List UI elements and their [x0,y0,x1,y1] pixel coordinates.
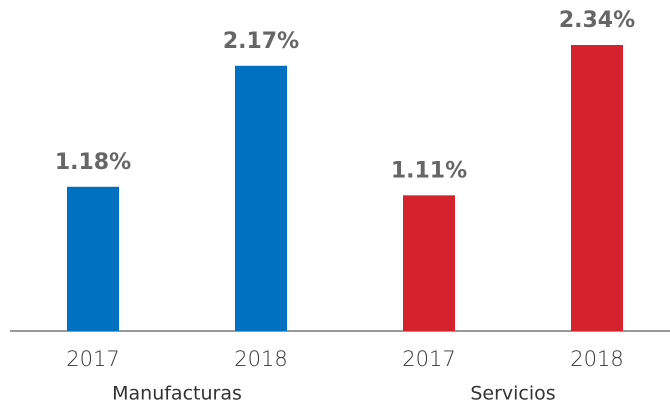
x-tick-label: 2018 [234,347,287,371]
bar [571,45,623,331]
x-tick-label: 2018 [570,347,623,371]
bar [403,195,455,331]
value-label: 2.17% [223,29,299,54]
group-label: Manufacturas [112,383,242,405]
bar [67,186,119,331]
group-label: Servicios [470,383,555,405]
bar [235,65,287,332]
x-tick-label: 2017 [402,347,455,371]
value-label: 2.34% [559,8,635,33]
value-label: 1.18% [55,150,131,175]
value-label: 1.11% [391,158,467,183]
x-tick-label: 2017 [66,347,119,371]
